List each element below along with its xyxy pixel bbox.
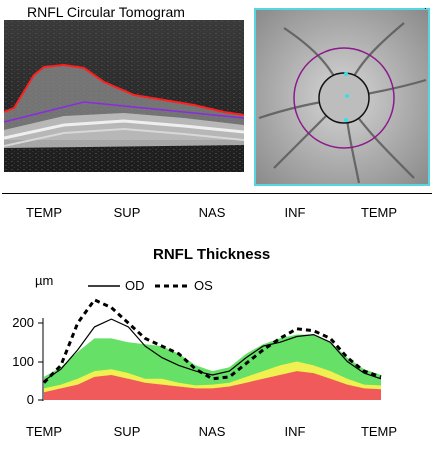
bottom-tick-sup: SUP: [113, 424, 141, 439]
y-axis-unit: µm: [35, 273, 54, 288]
bottom-tick-temp-left: TEMP: [25, 424, 63, 439]
top-tick-nas: NAS: [198, 205, 226, 220]
legend-os-label: OS: [194, 278, 213, 293]
rnfl-thickness-chart: [38, 284, 382, 401]
normative-band-3: [44, 371, 381, 400]
oct-tomogram-image: [4, 20, 244, 172]
series-line-od: [43, 318, 382, 382]
fundus-image: [254, 8, 430, 186]
bottom-tick-temp-right: TEMP: [360, 424, 398, 439]
legend-od-label: OD: [125, 278, 145, 293]
top-tick-inf: INF: [284, 205, 306, 220]
normative-bands: [44, 334, 381, 400]
section-divider: [2, 193, 432, 194]
top-tick-temp-right: TEMP: [360, 205, 398, 220]
y-tick-label-100: 100: [12, 354, 34, 369]
chart-title: RNFL Thickness: [153, 246, 271, 263]
y-tick-label-0: 0: [26, 392, 34, 407]
bottom-tick-inf: INF: [284, 424, 306, 439]
tomogram-title: RNFL Circular Tomogram: [27, 4, 185, 20]
stray-mark: .: [424, 1, 427, 12]
top-tick-temp-left: TEMP: [25, 205, 63, 220]
chart-axes: [38, 318, 44, 401]
series-line-os: [42, 298, 382, 384]
bottom-tick-nas: NAS: [198, 424, 226, 439]
y-tick-label-200: 200: [12, 315, 34, 330]
top-tick-sup: SUP: [113, 205, 141, 220]
series-lines: [42, 298, 382, 384]
